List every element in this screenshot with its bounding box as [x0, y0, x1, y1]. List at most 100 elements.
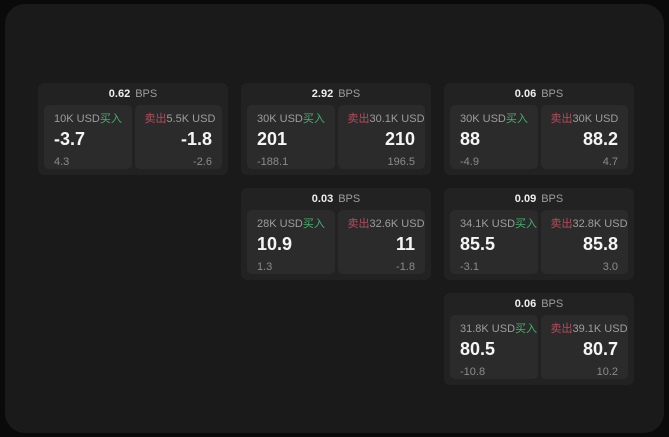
bps-unit-label: BPS	[541, 87, 564, 100]
sell-price: 80.7	[582, 339, 618, 359]
sell-panel-top: 卖出 30K USD	[551, 114, 619, 125]
buy-delta: -10.8	[460, 366, 486, 378]
buy-panel-top: 30K USD 买入	[257, 114, 325, 125]
bps-unit-label: BPS	[135, 87, 158, 100]
card-body: 28K USD 买入 10.9 1.3 卖出 32.6K USD 11 -1.8	[241, 210, 431, 280]
bps-unit-label: BPS	[338, 87, 361, 100]
sell-side-label: 卖出	[550, 218, 573, 230]
sell-quote-panel[interactable]: 卖出 30.1K USD 210 196.5	[337, 105, 425, 169]
buy-price: 10.9	[257, 234, 293, 254]
quote-card: 0.03 BPS 28K USD 买入 10.9 1.3 卖出 32.6K US…	[241, 188, 431, 280]
buy-quote-panel[interactable]: 30K USD 买入 201 -188.1	[247, 105, 335, 169]
buy-quote-panel[interactable]: 34.1K USD 买入 85.5 -3.1	[450, 210, 538, 274]
sell-panel-top: 卖出 32.8K USD	[550, 218, 628, 230]
buy-delta: 4.3	[54, 156, 70, 168]
sell-quote-panel[interactable]: 卖出 32.6K USD 11 -1.8	[337, 210, 425, 274]
buy-amount: 34.1K USD	[460, 218, 516, 230]
buy-side-label: 买入	[515, 218, 538, 230]
buy-amount: 31.8K USD	[460, 323, 516, 335]
sell-panel-top: 卖出 30.1K USD	[347, 113, 425, 125]
sell-panel-top: 卖出 32.6K USD	[347, 218, 425, 230]
buy-delta: -4.9	[460, 156, 479, 168]
buy-panel-top: 31.8K USD 买入	[460, 323, 537, 335]
sell-side-label: 卖出	[550, 113, 573, 125]
quote-card: 0.06 BPS 31.8K USD 买入 80.5 -10.8 卖出 39.1…	[444, 293, 634, 385]
bps-value: 0.03	[311, 192, 334, 205]
sell-price: 210	[384, 129, 415, 149]
card-header: 0.06 BPS	[444, 293, 634, 315]
buy-panel-top: 28K USD 买入	[257, 219, 325, 230]
buy-side-label: 买入	[505, 113, 528, 125]
card-body: 30K USD 买入 201 -188.1 卖出 30.1K USD 210 1…	[241, 105, 431, 175]
sell-side-label: 卖出	[550, 323, 573, 335]
sell-side-label: 卖出	[144, 113, 167, 125]
buy-side-label: 买入	[99, 113, 122, 125]
card-header: 0.03 BPS	[241, 188, 431, 210]
bps-unit-label: BPS	[338, 192, 361, 205]
sell-panel-top: 卖出 39.1K USD	[550, 323, 628, 335]
quote-card: 2.92 BPS 30K USD 买入 201 -188.1 卖出 30.1K …	[241, 83, 431, 175]
quote-card: 0.09 BPS 34.1K USD 买入 85.5 -3.1 卖出 32.8K…	[444, 188, 634, 280]
buy-quote-panel[interactable]: 10K USD 买入 -3.7 4.3	[44, 105, 132, 169]
bps-value: 2.92	[311, 87, 334, 100]
buy-delta: -3.1	[460, 261, 479, 273]
buy-panel-top: 10K USD 买入	[54, 114, 122, 125]
sell-quote-panel[interactable]: 卖出 39.1K USD 80.7 10.2	[540, 315, 628, 379]
sell-quote-panel[interactable]: 卖出 5.5K USD -1.8 -2.6	[134, 105, 222, 169]
sell-price: 88.2	[582, 129, 618, 149]
main-panel: 0.62 BPS 10K USD 买入 -3.7 4.3 卖出 5.5K USD…	[5, 4, 664, 433]
sell-side-label: 卖出	[347, 113, 370, 125]
sell-quote-panel[interactable]: 卖出 32.8K USD 85.8 3.0	[540, 210, 628, 274]
sell-price: 11	[395, 234, 415, 254]
quote-card: 0.06 BPS 30K USD 买入 88 -4.9 卖出 30K USD 8…	[444, 83, 634, 175]
bps-value: 0.62	[108, 87, 131, 100]
bps-value: 0.09	[514, 192, 537, 205]
sell-amount: 30.1K USD	[369, 113, 425, 125]
sell-side-label: 卖出	[347, 218, 370, 230]
sell-amount: 30K USD	[572, 113, 619, 125]
bps-unit-label: BPS	[541, 192, 564, 205]
buy-price: -3.7	[54, 129, 86, 149]
sell-price: 85.8	[582, 234, 618, 254]
bps-unit-label: BPS	[541, 297, 564, 310]
sell-amount: 32.6K USD	[369, 218, 425, 230]
sell-price: -1.8	[180, 129, 212, 149]
card-header: 0.62 BPS	[38, 83, 228, 105]
buy-price: 88	[460, 129, 481, 149]
buy-panel-top: 30K USD 买入	[460, 114, 528, 125]
sell-panel-top: 卖出 5.5K USD	[144, 113, 216, 125]
card-header: 2.92 BPS	[241, 83, 431, 105]
sell-delta: 10.2	[596, 366, 618, 378]
card-body: 10K USD 买入 -3.7 4.3 卖出 5.5K USD -1.8 -2.…	[38, 105, 228, 175]
sell-amount: 5.5K USD	[166, 113, 216, 125]
buy-side-label: 买入	[515, 323, 538, 335]
buy-delta: -188.1	[257, 156, 289, 168]
buy-price: 80.5	[460, 339, 496, 359]
bps-value: 0.06	[514, 297, 537, 310]
sell-delta: -1.8	[396, 261, 415, 273]
buy-price: 85.5	[460, 234, 496, 254]
quotes-grid: 0.62 BPS 10K USD 买入 -3.7 4.3 卖出 5.5K USD…	[38, 83, 634, 385]
buy-side-label: 买入	[302, 218, 325, 230]
buy-amount: 30K USD	[257, 113, 303, 125]
sell-delta: 196.5	[387, 156, 415, 168]
buy-amount: 30K USD	[460, 113, 506, 125]
buy-quote-panel[interactable]: 30K USD 买入 88 -4.9	[450, 105, 538, 169]
card-header: 0.09 BPS	[444, 188, 634, 210]
buy-quote-panel[interactable]: 28K USD 买入 10.9 1.3	[247, 210, 335, 274]
buy-side-label: 买入	[302, 113, 325, 125]
sell-amount: 39.1K USD	[572, 323, 628, 335]
sell-amount: 32.8K USD	[572, 218, 628, 230]
card-header: 0.06 BPS	[444, 83, 634, 105]
card-body: 31.8K USD 买入 80.5 -10.8 卖出 39.1K USD 80.…	[444, 315, 634, 385]
buy-amount: 28K USD	[257, 218, 303, 230]
sell-delta: 4.7	[602, 156, 618, 168]
card-body: 34.1K USD 买入 85.5 -3.1 卖出 32.8K USD 85.8…	[444, 210, 634, 280]
bps-value: 0.06	[514, 87, 537, 100]
buy-delta: 1.3	[257, 261, 273, 273]
sell-delta: -2.6	[193, 156, 212, 168]
buy-quote-panel[interactable]: 31.8K USD 买入 80.5 -10.8	[450, 315, 538, 379]
sell-quote-panel[interactable]: 卖出 30K USD 88.2 4.7	[540, 105, 628, 169]
buy-amount: 10K USD	[54, 113, 100, 125]
card-body: 30K USD 买入 88 -4.9 卖出 30K USD 88.2 4.7	[444, 105, 634, 175]
